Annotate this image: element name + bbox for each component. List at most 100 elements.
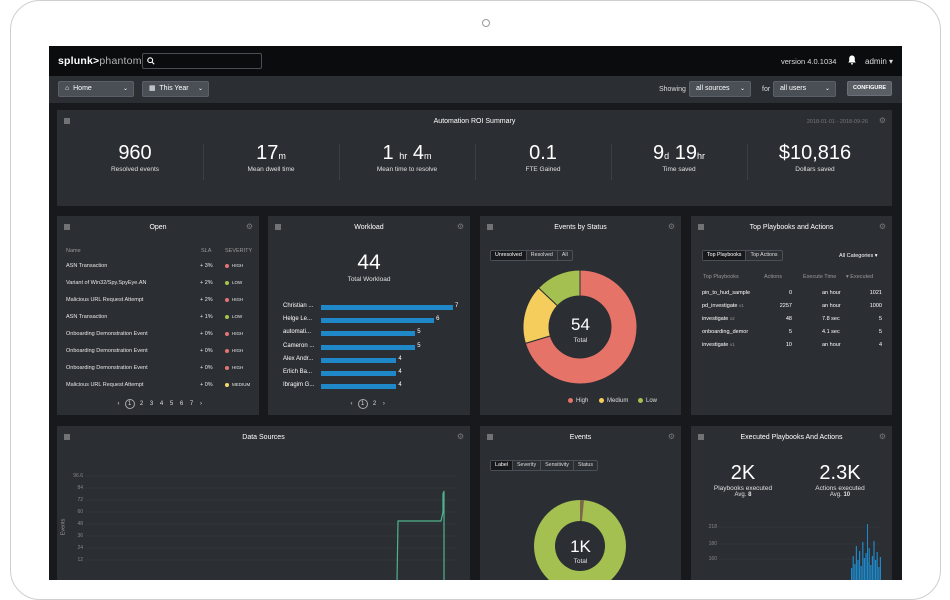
- gridlines: [85, 475, 457, 561]
- column-header-playbook[interactable]: Top Playbooks: [703, 274, 739, 280]
- drag-handle-icon[interactable]: [64, 224, 70, 230]
- histogram-bar: [871, 556, 873, 580]
- drag-handle-icon[interactable]: [487, 224, 493, 230]
- y-tick-label: 36: [77, 533, 83, 539]
- drag-handle-icon[interactable]: [698, 224, 704, 230]
- y-tick-label: 24: [77, 545, 83, 551]
- drag-handle-icon[interactable]: [275, 224, 281, 230]
- gear-icon[interactable]: ⚙: [878, 222, 886, 231]
- column-header-name[interactable]: Name: [66, 248, 81, 254]
- bell-icon[interactable]: [848, 55, 856, 65]
- tab-resolved[interactable]: Resolved: [527, 251, 558, 260]
- bar: [321, 371, 397, 376]
- tab-status[interactable]: Status: [577, 462, 593, 468]
- date-range-dropdown[interactable]: ▦ This Year ⌄: [142, 81, 209, 97]
- donut-slice-high[interactable]: [524, 269, 638, 385]
- table-row[interactable]: pd_investigate v1 2257 an hour 1000: [702, 301, 882, 313]
- column-header-severity[interactable]: SEVERITY: [225, 248, 253, 254]
- drag-handle-icon[interactable]: [64, 434, 70, 440]
- categories-value: All Categories: [839, 253, 874, 259]
- gear-icon[interactable]: ⚙: [667, 222, 675, 231]
- drag-handle-icon[interactable]: [698, 434, 704, 440]
- page-2[interactable]: 2: [139, 401, 144, 407]
- column-header-actions[interactable]: Actions: [764, 274, 783, 280]
- playbook-version: v1: [739, 303, 744, 308]
- severity-dot: [225, 263, 229, 268]
- severity-label: HIGH: [232, 331, 244, 336]
- column-header-executed[interactable]: ▾ Executed: [846, 274, 873, 280]
- tab-unresolved[interactable]: Unresolved: [491, 251, 527, 260]
- page-2[interactable]: 2: [372, 401, 377, 407]
- divider: [611, 144, 612, 180]
- bar-value: 4: [398, 355, 402, 362]
- row-name: Malicious URL Request Attempt: [66, 382, 144, 388]
- table-row[interactable]: pin_to_hud_sample 0 an hour 1021: [702, 288, 882, 300]
- bar-row[interactable]: Cameron ... 5: [283, 342, 473, 352]
- table-row[interactable]: investigate v1 10 an hour 4: [702, 340, 882, 352]
- bar-row[interactable]: Christian ... 7: [283, 302, 473, 312]
- column-header-sla[interactable]: SLA: [201, 248, 212, 254]
- bar-row[interactable]: Helge Le... 6: [283, 315, 473, 325]
- page-5[interactable]: 5: [169, 401, 174, 407]
- bar-row[interactable]: Ibragim G... 4: [283, 381, 473, 391]
- gear-icon[interactable]: ⚙: [878, 432, 886, 441]
- drag-handle-icon[interactable]: [487, 434, 493, 440]
- search-input[interactable]: [142, 53, 262, 69]
- bar-row[interactable]: Alex Andr... 4: [283, 355, 473, 365]
- donut-slice-low[interactable]: [537, 269, 581, 307]
- bar-label: Helge Le...: [283, 316, 313, 323]
- drag-handle-icon[interactable]: [64, 118, 70, 124]
- row-severity: HIGH: [225, 263, 243, 268]
- chevron-down-icon: ⌄: [824, 86, 830, 92]
- page-6[interactable]: 6: [179, 401, 184, 407]
- tab-severity[interactable]: Severity: [513, 461, 542, 470]
- tab-sensitivity[interactable]: Sensitivity: [541, 461, 574, 470]
- legend-low: Low: [638, 398, 657, 404]
- tab-all[interactable]: All: [561, 252, 568, 258]
- gear-icon[interactable]: ⚙: [245, 222, 253, 231]
- categories-dropdown[interactable]: All Categories ▾: [839, 253, 878, 259]
- y-tick-label: 180: [708, 541, 717, 547]
- bar-row[interactable]: automati... 5: [283, 328, 473, 338]
- page-3[interactable]: 3: [149, 401, 154, 407]
- prev-page-icon[interactable]: ‹: [350, 401, 353, 407]
- gear-icon[interactable]: ⚙: [456, 222, 464, 231]
- users-dropdown[interactable]: all users ⌄: [773, 81, 836, 97]
- gear-icon[interactable]: ⚙: [667, 432, 675, 441]
- tab-top-playbooks[interactable]: Top Playbooks: [703, 251, 747, 260]
- user-menu[interactable]: admin ▾: [865, 57, 893, 66]
- workload-total-label: Total Workload: [347, 276, 391, 283]
- gear-icon[interactable]: ⚙: [878, 116, 886, 125]
- stat-label: Actions executed: [815, 485, 865, 492]
- configure-button[interactable]: CONFIGURE: [847, 81, 892, 96]
- roi-label: Resolved events: [110, 166, 160, 173]
- y-tick-label: 12: [77, 557, 83, 563]
- logo[interactable]: splunk>phantom: [58, 55, 142, 67]
- home-dropdown[interactable]: ⌂ Home ⌄: [58, 81, 134, 97]
- prev-page-icon[interactable]: ‹: [117, 401, 120, 407]
- roi-summary-panel: Automation ROI Summary 2018-01-01 - 2018…: [57, 110, 892, 206]
- gear-icon[interactable]: ⚙: [456, 432, 464, 441]
- page-4[interactable]: 4: [159, 401, 164, 407]
- tab-label[interactable]: Label: [491, 461, 513, 470]
- tab-top-actions[interactable]: Top Actions: [750, 252, 778, 258]
- bar-row[interactable]: Erlich Ba... 4: [283, 368, 473, 378]
- page-1[interactable]: 1: [124, 399, 135, 409]
- page-7[interactable]: 7: [189, 401, 194, 407]
- bar-label: automati...: [283, 329, 312, 336]
- next-page-icon[interactable]: ›: [382, 401, 385, 407]
- playbook-executed: 4: [878, 342, 882, 348]
- events-total: 1K: [570, 537, 591, 556]
- playbook-executed: 5: [878, 316, 882, 322]
- table-row[interactable]: investigate v2 48 7.8 sec 5: [702, 314, 882, 326]
- page-1[interactable]: 1: [357, 399, 368, 409]
- column-header-execute-time[interactable]: Execute Time: [803, 274, 837, 280]
- next-page-icon[interactable]: ›: [199, 401, 202, 407]
- row-sla: + 0%: [200, 331, 213, 337]
- playbooks-tabs: Top Playbooks Top Actions: [702, 250, 783, 261]
- roi-stat-fte: 0.1 FTE Gained: [475, 142, 611, 173]
- table-row[interactable]: onboarding_demor 5 4.1 sec 5: [702, 327, 882, 339]
- severity-dot: [225, 280, 229, 285]
- playbook-version: v1: [729, 342, 735, 347]
- sources-dropdown[interactable]: all sources ⌄: [689, 81, 751, 97]
